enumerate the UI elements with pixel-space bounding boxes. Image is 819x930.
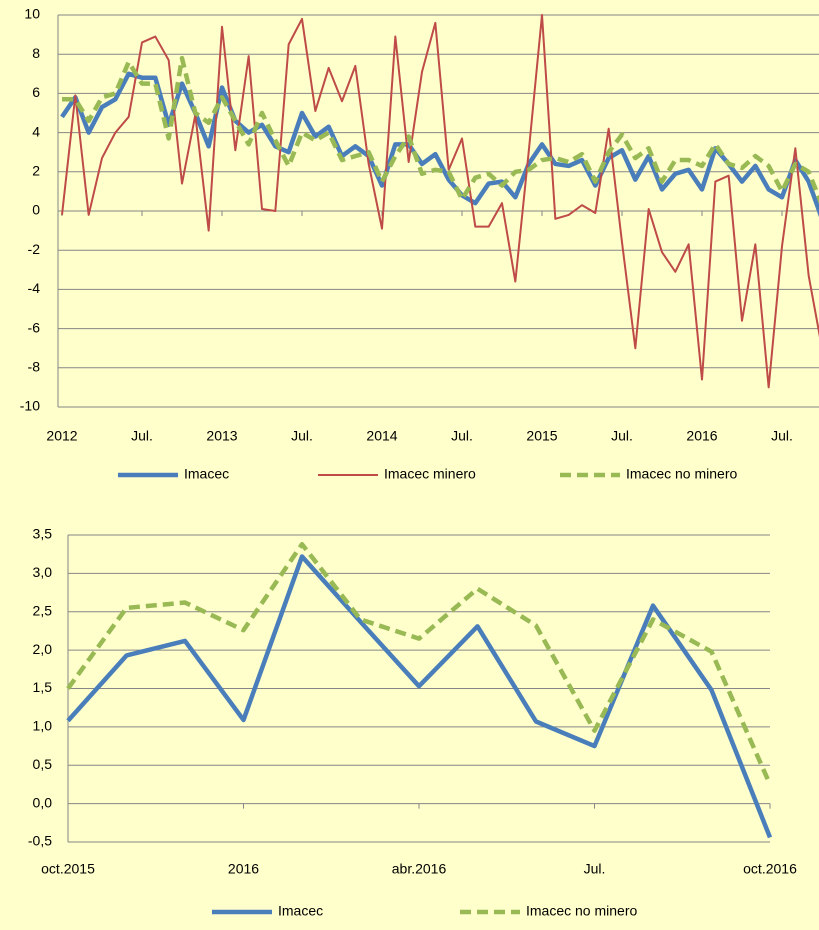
y-tick-label: 1,0 xyxy=(33,718,53,734)
legend-label: Imacec no minero xyxy=(526,903,637,919)
y-tick-label: -0,5 xyxy=(28,833,52,849)
x-tick-label: Jul. xyxy=(131,428,153,444)
series-line xyxy=(66,554,773,839)
legend-label: Imacec minero xyxy=(384,466,476,482)
y-tick-label: 2,5 xyxy=(33,602,53,618)
x-tick-label: 2013 xyxy=(206,428,237,444)
x-tick-label: oct.2015 xyxy=(41,861,95,877)
x-tick-label: 2012 xyxy=(46,428,77,444)
x-tick-label: Jul. xyxy=(584,861,606,877)
y-tick-label: -8 xyxy=(28,359,41,375)
y-tick-label: 2,0 xyxy=(33,641,53,657)
series-line xyxy=(62,55,819,204)
y-tick-label: -10 xyxy=(20,398,40,414)
series-line xyxy=(61,14,819,389)
y-tick-label: -6 xyxy=(28,319,41,335)
x-tick-label: 2016 xyxy=(228,861,259,877)
x-tick-label: 2016 xyxy=(686,428,717,444)
y-tick-label: 8 xyxy=(32,45,40,61)
x-tick-label: Jul. xyxy=(451,428,473,444)
y-tick-label: -4 xyxy=(28,280,41,296)
x-tick-label: abr.2016 xyxy=(392,861,447,877)
x-tick-label: oct.2016 xyxy=(743,861,797,877)
y-tick-label: 3,5 xyxy=(33,526,53,542)
y-tick-label: 1,5 xyxy=(33,679,53,695)
series-line xyxy=(66,541,773,786)
y-tick-label: 6 xyxy=(32,84,40,100)
y-tick-label: 2 xyxy=(32,163,40,179)
x-tick-label: 2015 xyxy=(526,428,557,444)
x-tick-label: Jul. xyxy=(611,428,633,444)
y-tick-label: -2 xyxy=(28,241,41,257)
y-tick-label: 0,5 xyxy=(33,756,53,772)
legend-label: Imacec no minero xyxy=(626,466,737,482)
y-tick-label: 4 xyxy=(32,123,40,139)
y-tick-label: 10 xyxy=(24,6,40,22)
x-tick-label: Jul. xyxy=(771,428,793,444)
x-tick-label: 2014 xyxy=(366,428,397,444)
legend-label: Imacec xyxy=(184,466,229,482)
legend-label: Imacec xyxy=(278,903,323,919)
x-tick-label: Jul. xyxy=(291,428,313,444)
y-tick-label: 3,0 xyxy=(33,564,53,580)
y-tick-label: 0,0 xyxy=(33,794,53,810)
y-tick-label: 0 xyxy=(32,202,40,218)
series-line xyxy=(60,71,819,218)
